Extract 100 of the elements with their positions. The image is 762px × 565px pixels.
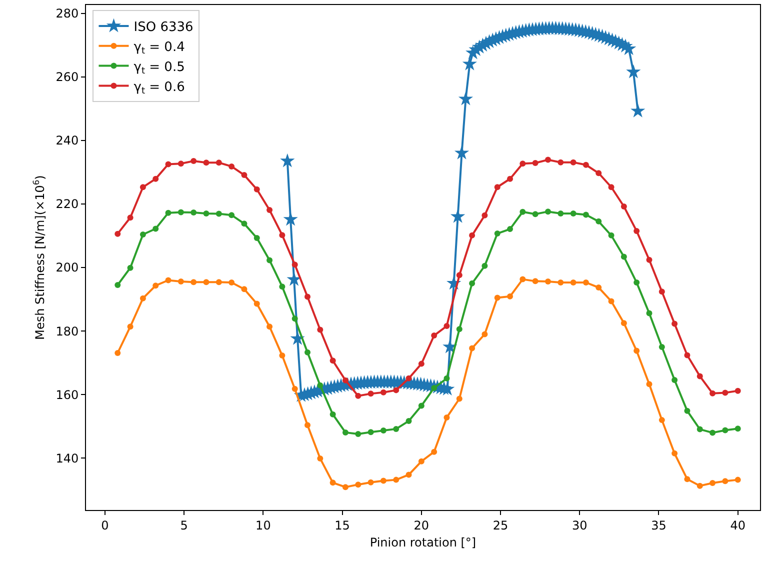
point — [431, 332, 438, 339]
point — [152, 226, 159, 232]
point — [114, 350, 121, 356]
point — [558, 159, 564, 166]
point — [646, 310, 652, 316]
point — [127, 324, 134, 330]
point — [127, 214, 134, 221]
y-tick-label: 260 — [56, 70, 79, 84]
point — [380, 478, 386, 484]
point — [482, 262, 488, 269]
point — [710, 390, 716, 396]
point — [658, 417, 665, 424]
point — [444, 414, 450, 421]
point — [330, 358, 336, 364]
point — [672, 320, 678, 327]
x-tick-label: 10 — [256, 518, 271, 532]
point — [482, 212, 488, 218]
point — [292, 262, 298, 268]
point — [570, 279, 576, 286]
x-tick-label: 20 — [414, 518, 430, 532]
point — [317, 326, 324, 333]
point — [684, 476, 690, 482]
point — [710, 430, 716, 436]
point — [190, 210, 197, 216]
point — [507, 293, 514, 300]
point — [140, 295, 146, 302]
point — [696, 482, 703, 489]
y-tick-label: 160 — [56, 388, 79, 402]
point — [355, 392, 362, 399]
point — [342, 377, 348, 384]
point — [304, 294, 310, 300]
point — [456, 396, 462, 402]
point — [178, 209, 184, 216]
point — [646, 381, 652, 388]
point — [330, 480, 336, 486]
point — [127, 264, 134, 271]
point — [114, 282, 121, 288]
point — [406, 472, 412, 478]
legend-label: γ$_{t}$ = 0.4 — [134, 40, 185, 57]
y-tick-label: 200 — [56, 260, 79, 275]
point — [368, 429, 374, 436]
point — [570, 210, 576, 216]
point — [482, 331, 488, 338]
legend-label: γ$_{t}$ = 0.6 — [134, 80, 185, 96]
point — [178, 160, 184, 167]
point — [165, 210, 172, 216]
point — [292, 386, 298, 392]
point — [190, 158, 197, 164]
point — [304, 422, 310, 428]
point — [355, 431, 362, 438]
x-tick-label: 40 — [730, 518, 746, 532]
y-tick-label: 180 — [56, 324, 79, 338]
point — [165, 277, 172, 284]
point — [544, 208, 551, 215]
point — [722, 390, 728, 396]
point — [494, 230, 500, 237]
point — [178, 278, 184, 284]
y-tick-label: 140 — [56, 451, 79, 466]
point — [494, 294, 500, 301]
point — [684, 408, 690, 414]
point — [393, 426, 400, 432]
point — [228, 163, 235, 170]
point — [634, 348, 640, 354]
point — [342, 429, 348, 436]
point — [582, 279, 589, 286]
x-axis-title: Pinion rotation [°] — [370, 535, 476, 550]
point — [228, 279, 235, 286]
point — [507, 176, 514, 182]
point — [558, 210, 564, 216]
point — [444, 375, 450, 382]
point — [620, 254, 627, 260]
point — [216, 160, 222, 166]
point — [608, 298, 614, 304]
point — [596, 170, 602, 176]
point — [444, 322, 450, 329]
point — [469, 345, 476, 352]
point — [544, 156, 551, 163]
point — [734, 426, 741, 432]
point — [393, 387, 400, 394]
x-tick-label: 0 — [101, 518, 109, 532]
point — [520, 160, 526, 167]
point — [672, 377, 678, 384]
point — [368, 390, 374, 397]
point — [672, 450, 678, 456]
point — [520, 208, 526, 215]
point — [368, 479, 374, 486]
point — [203, 210, 210, 216]
point — [734, 476, 741, 483]
point — [532, 278, 538, 284]
point — [570, 159, 576, 166]
point — [266, 324, 273, 330]
point — [696, 373, 703, 380]
point — [304, 349, 310, 356]
point — [330, 411, 336, 418]
point — [165, 161, 172, 168]
point — [203, 279, 210, 286]
point — [646, 256, 652, 263]
point — [456, 326, 462, 332]
point — [722, 427, 728, 434]
point — [228, 212, 235, 218]
